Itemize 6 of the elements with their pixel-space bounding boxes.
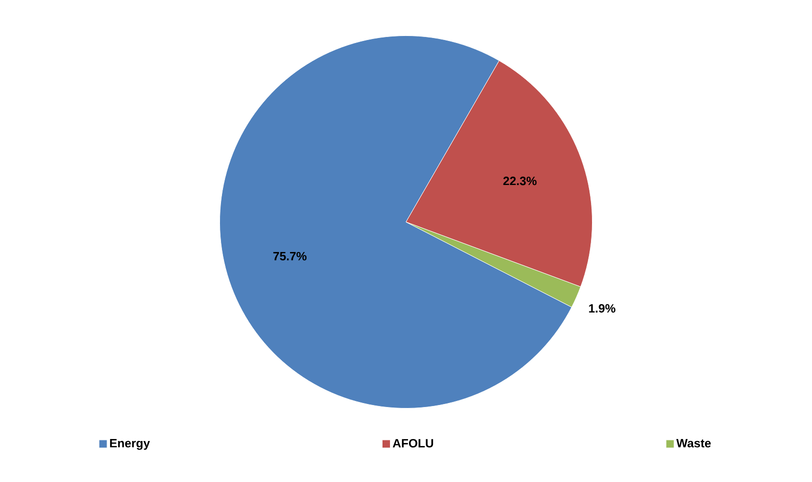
data-label: 1.9% <box>589 304 616 313</box>
legend-label: Energy <box>110 439 150 450</box>
legend-label: Waste <box>676 439 711 448</box>
legend-label: AFOLU <box>392 438 434 448</box>
data-label: 75.7% <box>273 252 307 260</box>
data-label: 22.3% <box>503 176 537 186</box>
